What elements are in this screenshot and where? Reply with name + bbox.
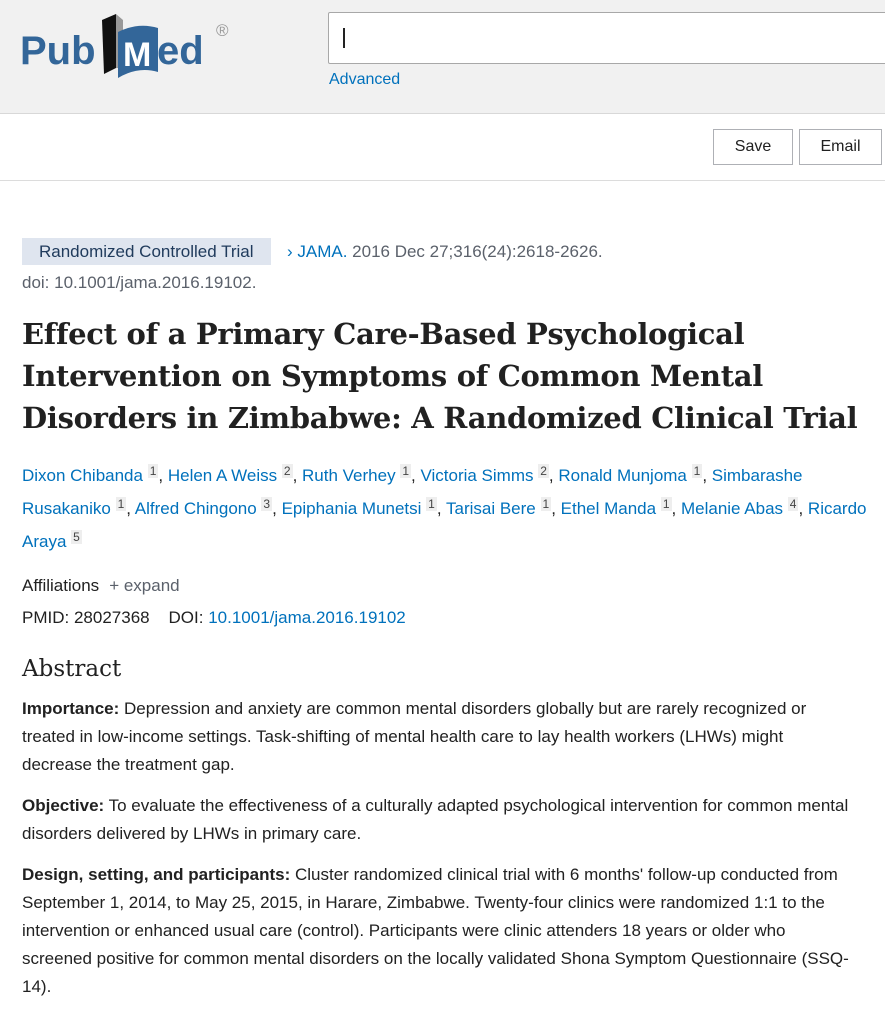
doi-line: doi: 10.1001/jama.2016.19102. [22, 273, 257, 292]
affiliation-number[interactable]: 4 [787, 497, 799, 511]
author-list: Dixon Chibanda 1, Helen A Weiss 2, Ruth … [22, 457, 872, 556]
action-toolbar: Save Email [0, 114, 885, 181]
affiliation-number[interactable]: 1 [115, 497, 127, 511]
abstract-section: Importance: Depression and anxiety are c… [22, 695, 852, 779]
doi-label: DOI: [168, 608, 204, 627]
affiliation-number[interactable]: 1 [400, 464, 411, 478]
author-item: Dixon Chibanda 1, [22, 464, 168, 485]
text-cursor [343, 28, 345, 48]
section-label: Design, setting, and participants: [22, 865, 291, 884]
affiliation-number[interactable]: 1 [540, 497, 552, 511]
chevron-right-icon: › [286, 242, 293, 261]
abstract-section: Objective: To evaluate the effectiveness… [22, 792, 852, 848]
citation-line: Randomized Controlled Trial › JAMA. 2016… [22, 238, 872, 265]
doi-link[interactable]: 10.1001/jama.2016.19102 [208, 608, 406, 627]
author-link[interactable]: Melanie Abas [680, 499, 784, 518]
author-link[interactable]: Ruth Verhey [302, 466, 396, 485]
publication-type-badge: Randomized Controlled Trial [22, 238, 271, 265]
section-label: Objective: [22, 796, 105, 815]
site-header: Pub M ed ® Advanced [0, 0, 885, 114]
author-item: Ronald Munjoma 1, [558, 464, 712, 485]
svg-text:M: M [123, 36, 151, 74]
affiliation-number[interactable]: 1 [426, 497, 437, 511]
affiliations-label: Affiliations [22, 576, 100, 595]
author-link[interactable]: Simbarashe Rusakaniko [22, 466, 803, 518]
pubmed-logo[interactable]: Pub M ed ® [20, 6, 240, 81]
save-button[interactable]: Save [713, 129, 793, 165]
svg-text:®: ® [216, 21, 229, 40]
advanced-search-link[interactable]: Advanced [329, 71, 401, 88]
affiliation-number[interactable]: 1 [147, 464, 159, 478]
author-link[interactable]: Ronald Munjoma [558, 466, 687, 485]
journal-link[interactable]: JAMA. [297, 242, 348, 261]
section-label: Importance: [22, 699, 120, 718]
affiliation-number[interactable]: 5 [71, 530, 82, 544]
search-input[interactable] [328, 12, 885, 64]
affiliations-row: Affiliations + expand [22, 570, 872, 602]
author-item: Alfred Chingono 3, [134, 497, 282, 518]
section-text: Depression and anxiety are common mental… [22, 699, 807, 774]
affiliation-number[interactable]: 3 [261, 497, 273, 511]
author-item: Helen A Weiss 2, [167, 464, 303, 485]
author-link[interactable]: Helen A Weiss [167, 466, 278, 485]
author-item: Ruth Verhey 1, [302, 464, 421, 485]
section-text: Cluster randomized clinical trial with 6… [22, 865, 849, 996]
author-link[interactable]: Victoria Simms [420, 466, 534, 485]
abstract-heading: Abstract [22, 656, 122, 682]
svg-text:ed: ed [157, 29, 204, 73]
affiliation-number[interactable]: 1 [691, 464, 703, 478]
author-item: Simbarashe Rusakaniko 1, [22, 466, 803, 518]
citation-text: 2016 Dec 27;316(24):2618-2626. [352, 242, 603, 261]
affiliation-number[interactable]: 1 [660, 497, 672, 511]
author-link[interactable]: Epiphania Munetsi [281, 499, 422, 518]
author-item: Epiphania Munetsi 1, [281, 497, 446, 518]
identifiers-row: PMID: 28027368 DOI: 10.1001/jama.2016.19… [22, 602, 872, 634]
affiliation-number[interactable]: 2 [538, 464, 549, 478]
author-link[interactable]: Dixon Chibanda [22, 466, 143, 485]
article-content: Randomized Controlled Trial › JAMA. 2016… [22, 238, 872, 1001]
pmid-value: 28027368 [73, 608, 150, 627]
pmid-label: PMID: [22, 608, 70, 627]
author-link[interactable]: Alfred Chingono [134, 499, 257, 518]
abstract-section: Design, setting, and participants: Clust… [22, 861, 852, 1001]
section-text: To evaluate the effectiveness of a cultu… [22, 796, 849, 843]
author-link[interactable]: Tarisai Bere [446, 499, 536, 518]
email-button[interactable]: Email [799, 129, 882, 165]
author-link[interactable]: Ethel Manda [560, 499, 657, 518]
article-title: Effect of a Primary Care-Based Psycholog… [22, 317, 858, 435]
author-item: Melanie Abas 4, [680, 497, 808, 518]
affiliation-number[interactable]: 2 [281, 464, 293, 478]
author-item: Ethel Manda 1, [560, 497, 681, 518]
expand-affiliations-button[interactable]: + expand [109, 576, 180, 595]
author-link[interactable]: Ricardo Araya [22, 499, 867, 551]
author-item: Tarisai Bere 1, [446, 497, 561, 518]
svg-text:Pub: Pub [20, 29, 96, 73]
author-item: Ricardo Araya 5 [22, 499, 867, 551]
abstract-body: Importance: Depression and anxiety are c… [22, 695, 872, 1001]
author-item: Victoria Simms 2, [420, 464, 559, 485]
